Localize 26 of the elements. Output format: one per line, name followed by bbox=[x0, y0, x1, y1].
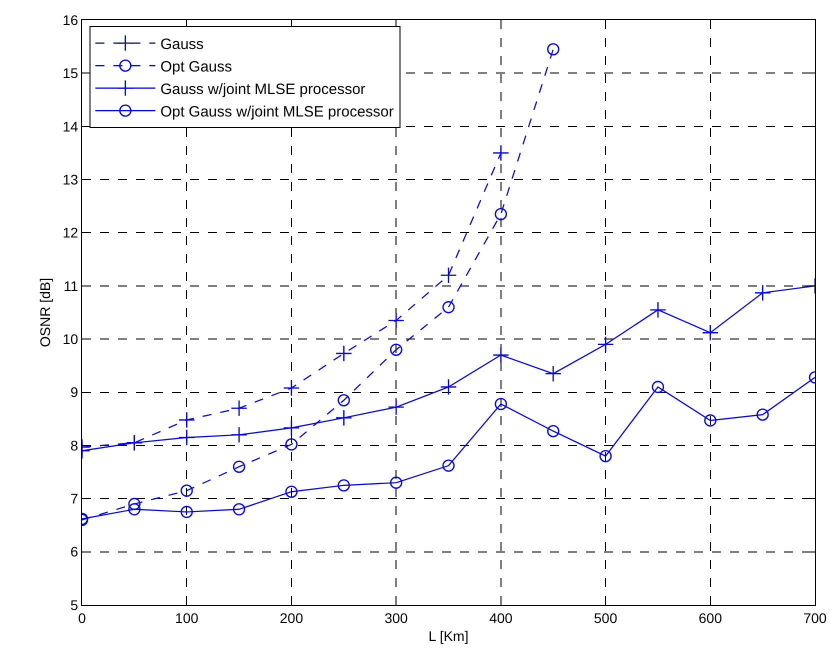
x-tick-label: 200 bbox=[280, 610, 304, 626]
legend-label: Opt Gauss w/joint MLSE processor bbox=[160, 103, 394, 120]
y-tick-label: 12 bbox=[62, 224, 78, 241]
x-tick-label: 0 bbox=[78, 610, 86, 626]
y-tick-label: 5 bbox=[70, 596, 78, 613]
x-axis-title: L [Km] bbox=[428, 628, 468, 644]
legend-label: Opt Gauss bbox=[160, 58, 232, 76]
y-tick-label: 11 bbox=[64, 278, 78, 294]
x-tick-label: 400 bbox=[489, 610, 513, 626]
x-tick-label: 600 bbox=[698, 610, 722, 626]
y-tick-label: 16 bbox=[62, 12, 78, 28]
x-tick-label: 700 bbox=[803, 610, 827, 626]
x-tick-label: 300 bbox=[384, 610, 408, 626]
legend-label: Gauss w/joint MLSE processor bbox=[160, 80, 366, 98]
legend-label: Gauss bbox=[160, 36, 204, 53]
x-tick-label: 100 bbox=[175, 610, 199, 626]
y-tick-label: 15 bbox=[62, 65, 78, 82]
y-axis-title: OSNR [dB] bbox=[37, 278, 54, 348]
x-tick-label: 500 bbox=[594, 610, 618, 626]
y-tick-label: 9 bbox=[70, 384, 78, 400]
y-tick-label: 10 bbox=[62, 330, 78, 347]
y-tick-label: 8 bbox=[70, 437, 78, 454]
y-tick-label: 7 bbox=[70, 490, 78, 507]
y-tick-label: 6 bbox=[70, 544, 78, 560]
y-tick-label: 13 bbox=[62, 171, 78, 188]
y-tick-label: 14 bbox=[62, 118, 78, 134]
